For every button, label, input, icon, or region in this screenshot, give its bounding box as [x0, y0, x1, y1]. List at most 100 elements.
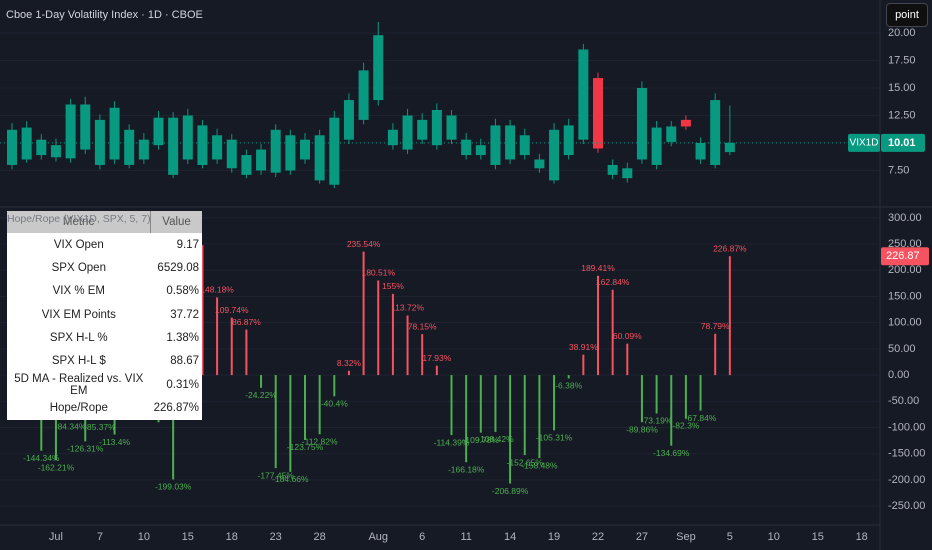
table-row: VIX EM Points 37.72 — [7, 303, 202, 326]
candle-body — [578, 49, 589, 140]
bar — [391, 293, 394, 376]
metric-name: VIX EM Points — [41, 308, 116, 321]
x-tick-label: 22 — [592, 531, 604, 543]
candle-body — [241, 155, 252, 175]
bar — [684, 375, 687, 419]
x-tick-label: 18 — [226, 531, 238, 543]
value-label: 235.54% — [347, 239, 381, 249]
value-label: 189.41% — [581, 263, 615, 273]
value-label: -199.03% — [155, 482, 192, 492]
value-label: 180.51% — [361, 268, 395, 278]
metric-name: SPX Open — [51, 261, 106, 274]
y-tick-label: -50.00 — [888, 395, 919, 407]
bar — [523, 375, 526, 456]
candle-body — [431, 109, 442, 146]
x-tick-label: 19 — [548, 531, 560, 543]
bar — [377, 280, 380, 376]
bar — [479, 375, 482, 433]
y-tick-label: 150.00 — [888, 290, 922, 302]
y-tick-label: 0.00 — [888, 369, 909, 381]
bar — [362, 251, 365, 376]
candle-body — [505, 125, 516, 160]
candle-body — [710, 100, 721, 165]
y-tick-label: 100.00 — [888, 317, 922, 329]
y-tick-label: 300.00 — [888, 212, 922, 224]
value-label: -24.22% — [245, 390, 277, 400]
column-header: Value — [150, 211, 202, 233]
bar — [216, 297, 219, 376]
bar — [655, 375, 658, 414]
bar — [597, 275, 599, 376]
metric-value: 1.38% — [166, 331, 199, 344]
candle-body — [50, 145, 61, 158]
x-tick-label: 27 — [636, 531, 648, 543]
value-label: 8.32% — [337, 358, 362, 368]
bar — [318, 375, 321, 435]
table-row: SPX H-L $ 88.67 — [7, 349, 202, 372]
candle-body — [197, 125, 208, 165]
bar — [699, 375, 702, 411]
metric-name: Hope/Rope — [49, 402, 108, 415]
value-label: -89.86% — [626, 424, 658, 434]
x-tick-label: Sep — [676, 531, 696, 543]
candle-body — [446, 115, 457, 140]
x-tick-label: 15 — [182, 531, 194, 543]
metric-value: 9.17 — [176, 238, 199, 251]
metric-value: 0.31% — [166, 378, 199, 391]
value-label: 78.79% — [701, 321, 730, 331]
bar — [728, 256, 731, 376]
bar — [450, 375, 453, 436]
bar — [347, 370, 350, 376]
bar — [406, 315, 409, 376]
x-tick-label: 6 — [419, 531, 425, 543]
bar — [611, 289, 614, 376]
value-label: -123.75% — [287, 442, 324, 452]
metric-value: 88.67 — [170, 355, 199, 368]
bar — [538, 375, 541, 459]
value-label: -177.45% — [258, 470, 295, 480]
chart-title: Cboe 1-Day Volatility Index · 1D · CBOE — [6, 9, 203, 21]
candle-body — [666, 126, 677, 142]
candle-body — [534, 159, 545, 169]
metric-value: 37.72 — [170, 308, 199, 321]
value-label: 17.93% — [422, 353, 451, 363]
grid — [0, 32, 880, 507]
value-label: -166.18% — [448, 464, 485, 474]
value-label: -206.89% — [492, 486, 529, 496]
bar — [670, 375, 673, 446]
value-label: -162.21% — [38, 462, 75, 472]
candle-body — [519, 135, 530, 156]
x-tick-label: 14 — [504, 531, 516, 543]
bar — [626, 343, 629, 376]
x-tick-label: 10 — [138, 531, 150, 543]
bar — [509, 375, 512, 484]
table-row: 5D MA - Realized vs. VIX EM 0.31% — [7, 373, 202, 397]
candle-body — [475, 145, 486, 156]
metric-name: SPX H-L % — [49, 331, 108, 344]
metric-value: 0.58% — [166, 285, 199, 298]
y-tick-label: 250.00 — [888, 238, 922, 250]
candle-body — [124, 129, 135, 165]
symbol-tag-bg — [848, 133, 880, 152]
y-tick-label: -150.00 — [888, 448, 925, 460]
candle-body — [182, 115, 193, 160]
value-label: -158.48% — [521, 460, 558, 470]
bar — [582, 354, 585, 376]
candle-body — [168, 117, 179, 175]
candle-body — [270, 129, 281, 173]
value-tag: 226.87 — [886, 250, 920, 262]
candle-body — [212, 135, 223, 160]
metric-value: 6529.08 — [157, 261, 199, 274]
y-tick-label: -100.00 — [888, 421, 925, 433]
mode-button[interactable]: point — [886, 3, 928, 27]
bar — [333, 375, 336, 397]
value-label: 78.15% — [408, 321, 437, 331]
value-label: -73.19% — [641, 416, 673, 426]
metric-name: VIX % EM — [52, 285, 105, 298]
candle-body — [593, 78, 603, 149]
candle-body — [7, 129, 17, 165]
value-label: 38.91% — [569, 342, 598, 352]
value-label: -67.84% — [685, 413, 717, 423]
bar — [465, 375, 468, 463]
